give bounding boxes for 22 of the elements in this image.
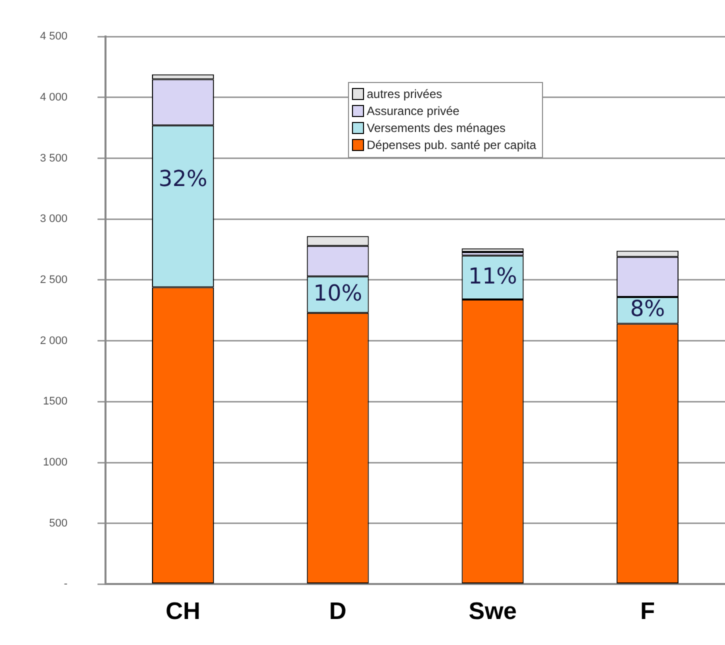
- legend-label: Assurance privée: [366, 102, 460, 120]
- legend-label: Versements des ménages: [366, 120, 506, 137]
- annotation: 10%: [313, 281, 362, 306]
- x-tick-label: CH: [166, 598, 200, 626]
- y-tick-label: 4 000: [40, 91, 68, 104]
- y-tick-label: 4 500: [40, 30, 68, 43]
- x-tick-label: D: [329, 598, 346, 626]
- y-tick-label: 2 000: [40, 334, 68, 347]
- x-tick-label: F: [640, 598, 655, 626]
- annotation: 11%: [468, 264, 518, 290]
- y-tick-label: 3 500: [40, 152, 68, 164]
- y-tick-label: 500: [49, 517, 68, 530]
- y-tick-label: 3 000: [40, 213, 68, 226]
- y-tick-label: 1500: [43, 396, 68, 408]
- annotation: 8%: [630, 297, 666, 322]
- annotation: 32%: [158, 167, 208, 192]
- y-tick-label: 1000: [43, 456, 68, 469]
- legend-label: Dépenses pub. santé per capita: [366, 136, 536, 154]
- y-tick-label: -: [64, 578, 68, 590]
- y-tick-label: 2 500: [40, 274, 68, 286]
- x-tick-label: Swe: [468, 598, 517, 626]
- legend-label: autres privées: [366, 86, 442, 103]
